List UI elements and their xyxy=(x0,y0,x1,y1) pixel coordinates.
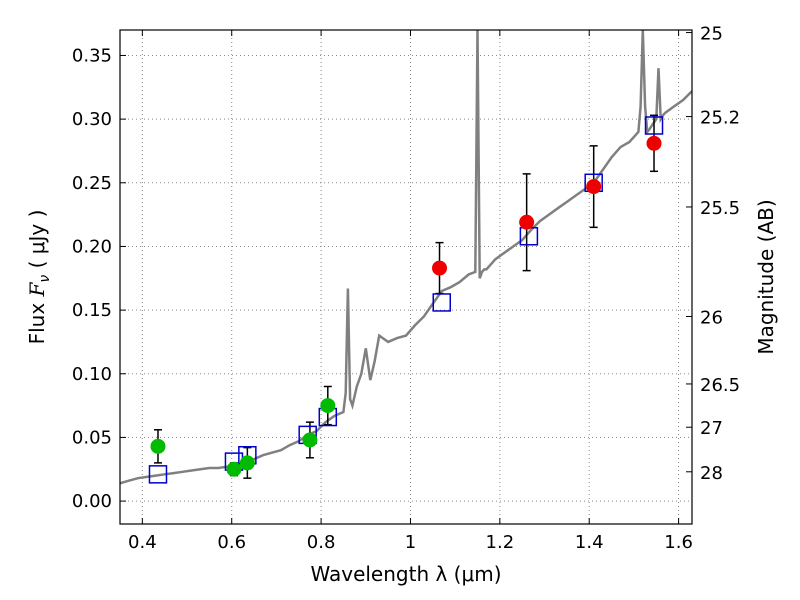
optical-point-marker xyxy=(239,455,255,471)
y-tick-label: 0.30 xyxy=(72,109,112,130)
y-axis-label-prefix: Flux xyxy=(25,296,49,344)
y-tick-label: 0.20 xyxy=(72,236,112,257)
x-axis-label: Wavelength λ (μm) xyxy=(310,562,501,586)
optical-point-marker xyxy=(226,461,242,477)
y-axis-label-symbol: F xyxy=(25,281,49,297)
y-axis-label-units: ( μJy ) xyxy=(25,210,49,275)
y2-tick-label: 25 xyxy=(700,24,723,45)
y2-tick-label: 27 xyxy=(700,418,723,439)
x-tick-label: 0.6 xyxy=(217,532,246,553)
data-markers xyxy=(148,116,664,484)
x-tick-label: 1.2 xyxy=(486,532,515,553)
infrared-point-marker xyxy=(586,179,602,195)
y-axis-label: Flux Fν ( μJy ) xyxy=(25,210,53,345)
errorbars xyxy=(153,114,659,479)
y-tick-label: 0.00 xyxy=(72,491,112,512)
optical-point-marker xyxy=(150,438,166,454)
axis-ticks: 0.4 0.6 0.8 1 1.2 1.4 1.6 0.00 0.05 0.10 0.15 0.20 0… xyxy=(72,24,740,553)
y-tick-label: 0.25 xyxy=(72,173,112,194)
y2-tick-label: 26 xyxy=(700,307,723,328)
x-tick-label: 1 xyxy=(405,532,416,553)
model-square-marker xyxy=(644,116,664,135)
y-axis-label-subscript: ν xyxy=(37,275,53,283)
x-tick-label: 0.8 xyxy=(307,532,336,553)
y2-tick-label: 26.5 xyxy=(700,375,740,396)
y2-tick-label: 28 xyxy=(700,463,723,484)
y-tick-label: 0.05 xyxy=(72,427,112,448)
x-tick-label: 1.6 xyxy=(664,532,693,553)
grid xyxy=(120,30,692,524)
y-tick-label: 0.35 xyxy=(72,45,112,66)
y-tick-label: 0.10 xyxy=(72,364,112,385)
x-tick-label: 1.4 xyxy=(575,532,604,553)
spectrum-line xyxy=(120,30,692,485)
optical-point-marker xyxy=(320,398,336,414)
infrared-point-marker xyxy=(519,214,535,230)
model-square-marker xyxy=(519,227,539,246)
y2-tick-label: 25.2 xyxy=(700,108,740,129)
y-tick-label: 0.15 xyxy=(72,300,112,321)
x-tick-label: 0.4 xyxy=(128,532,157,553)
optical-point-marker xyxy=(302,432,318,448)
y2-axis-label: Magnitude (AB) xyxy=(754,199,778,354)
spectrum-series xyxy=(120,30,692,485)
infrared-point-marker xyxy=(646,135,662,151)
model-square-marker xyxy=(432,293,451,312)
y2-tick-label: 25.5 xyxy=(700,198,740,219)
infrared-point-marker xyxy=(432,260,448,276)
plot-frame xyxy=(119,29,693,525)
model-square-marker xyxy=(148,465,168,484)
